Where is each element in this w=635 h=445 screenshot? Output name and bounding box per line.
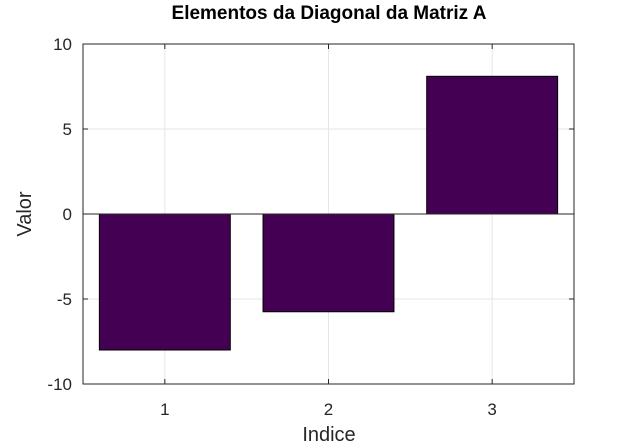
y-tick-label: -5 [57, 290, 72, 309]
bars [98, 75, 559, 351]
ticks: -10 -5 0 5 10 1 2 3 [47, 35, 574, 419]
bar-2 [262, 213, 395, 313]
x-axis-label: Indice [302, 424, 355, 445]
y-axis-label: Valor [14, 191, 36, 237]
bar-1 [98, 213, 231, 351]
x-tick-label: 2 [324, 400, 333, 419]
x-tick-label: 1 [160, 400, 169, 419]
bar-3 [426, 75, 559, 215]
y-tick-label: -10 [47, 375, 72, 394]
y-tick-label: 5 [63, 120, 72, 139]
y-tick-label: 0 [63, 205, 72, 224]
x-tick-label: 3 [487, 400, 496, 419]
y-tick-label: 10 [53, 35, 72, 54]
chart-title: Elementos da Diagonal da Matriz A [172, 3, 487, 24]
